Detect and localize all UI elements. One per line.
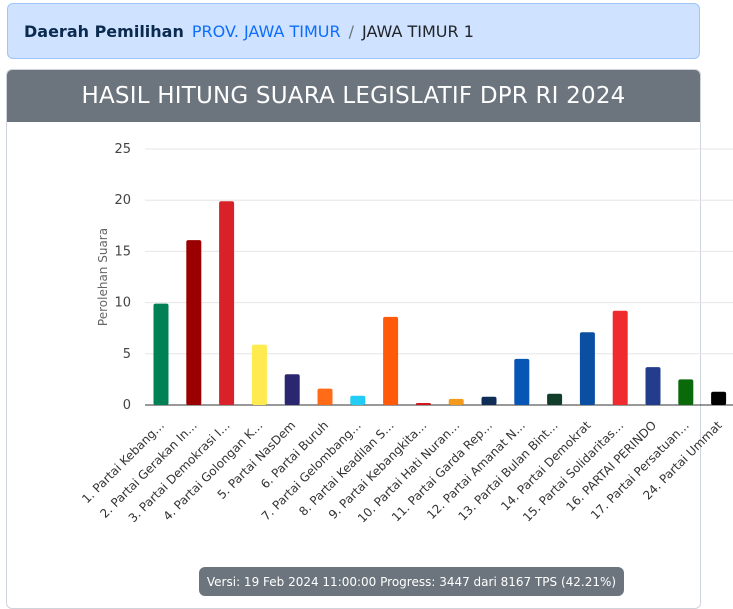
bar[interactable]	[383, 316, 399, 405]
y-tick-label: 20	[114, 193, 131, 208]
breadcrumb-label: Daerah Pemilihan	[24, 21, 184, 41]
y-tick-label: 15	[114, 244, 131, 259]
bar[interactable]	[219, 201, 235, 405]
bar[interactable]	[612, 310, 628, 405]
bar[interactable]	[251, 344, 267, 405]
breadcrumb: Daerah Pemilihan PROV. JAWA TIMUR / JAWA…	[7, 3, 700, 59]
bar[interactable]	[415, 402, 431, 405]
bar[interactable]	[481, 396, 497, 405]
y-tick-label: 5	[123, 347, 131, 362]
y-tick-label: 10	[114, 296, 131, 311]
bar[interactable]	[448, 398, 464, 405]
breadcrumb-district: JAWA TIMUR 1	[362, 21, 474, 41]
bar[interactable]	[711, 391, 727, 405]
bar[interactable]	[514, 358, 530, 405]
page-title: HASIL HITUNG SUARA LEGISLATIF DPR RI 202…	[7, 70, 700, 122]
bar[interactable]	[350, 395, 366, 405]
bar[interactable]	[284, 374, 300, 405]
bar[interactable]	[317, 388, 333, 405]
bar[interactable]	[678, 379, 694, 405]
status-badge: Versi: 19 Feb 2024 11:00:00 Progress: 34…	[199, 567, 624, 596]
bar[interactable]	[547, 393, 563, 405]
bar[interactable]	[153, 303, 169, 405]
breadcrumb-province-link[interactable]: PROV. JAWA TIMUR	[191, 21, 341, 41]
breadcrumb-separator: /	[348, 21, 354, 41]
bar[interactable]	[186, 240, 202, 405]
bar[interactable]	[645, 367, 661, 405]
y-tick-label: 0	[123, 398, 131, 413]
y-tick-label: 25	[114, 142, 131, 157]
bar[interactable]	[579, 332, 595, 405]
y-axis-label: Perolehan Suara	[96, 228, 110, 326]
